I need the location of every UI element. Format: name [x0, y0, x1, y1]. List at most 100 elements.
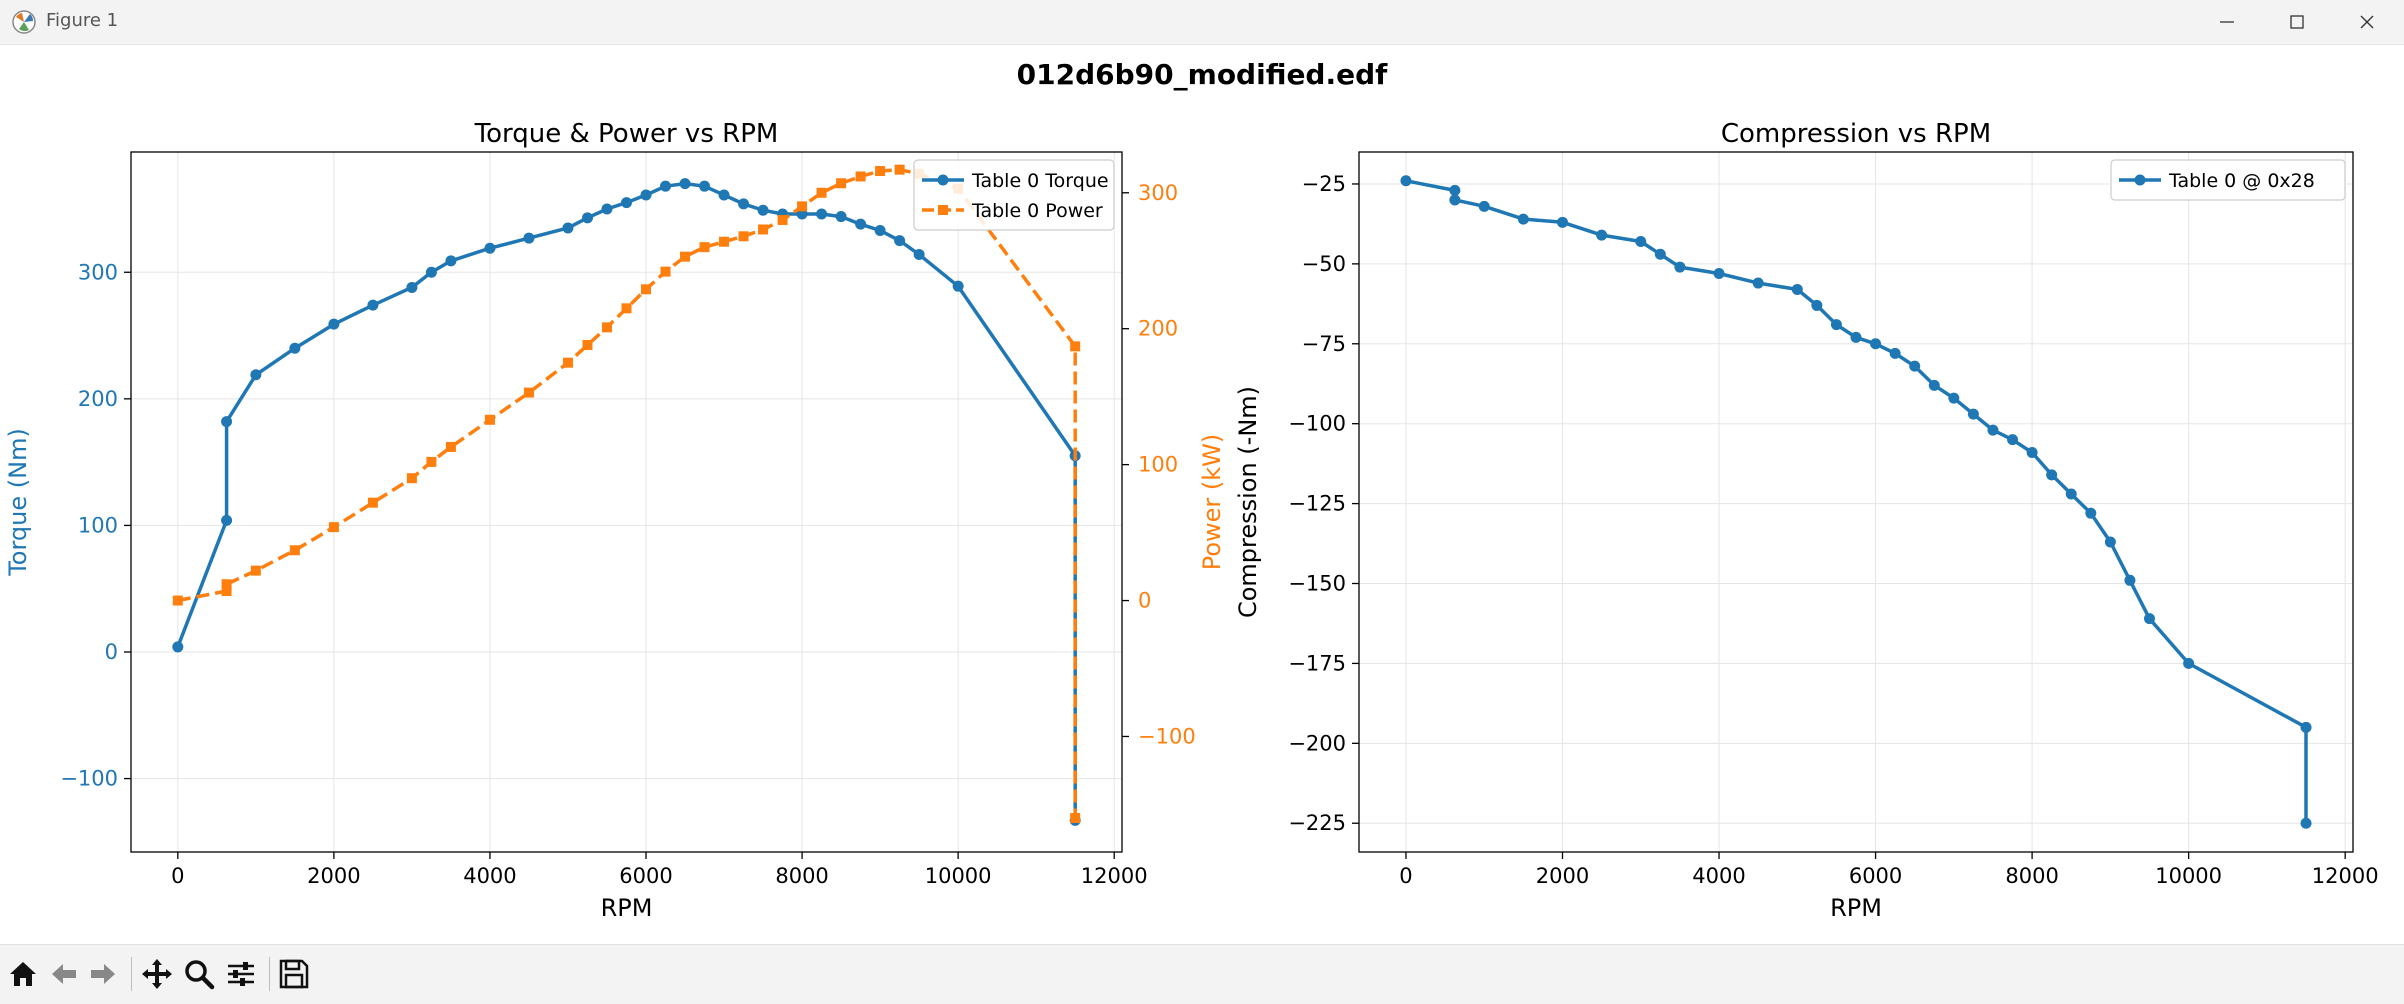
chart1-data-point-table-0-torque — [913, 249, 925, 261]
chart2-x-axis-label: RPM — [1830, 894, 1882, 922]
chart2-data-point-table-0-0x28 — [1400, 175, 1412, 187]
chart2-legend-box — [2110, 159, 2346, 201]
chart1-data-point-table-0-torque — [601, 203, 613, 215]
chart2-data-point-table-0-0x28 — [1870, 338, 1882, 350]
chart1-data-point-table-0-power — [894, 164, 905, 175]
chart1-y2-tick-label: 200 — [1138, 317, 1178, 341]
chart2-series-line-table-0-0x28 — [1405, 179, 2308, 824]
chart2-y-tick-label: −200 — [1288, 731, 1346, 755]
chart2-x-tick-label: 4000 — [1692, 864, 1745, 888]
chart2-x-tick-label: 2000 — [1536, 864, 1589, 888]
chart1-data-point-table-0-torque — [406, 281, 418, 293]
chart1-data-point-table-0-torque — [289, 342, 301, 354]
chart2-data-point-table-0-0x28 — [1928, 379, 1940, 391]
chart1-data-point-table-0-torque — [874, 224, 886, 236]
chart1-x-tick-label: 8000 — [775, 864, 828, 888]
chart2-x-tick-label: 6000 — [1849, 864, 1902, 888]
chart1-data-point-table-0-power — [836, 178, 847, 189]
forward-button[interactable] — [84, 955, 122, 993]
chart1-data-point-table-0-power — [328, 522, 339, 533]
chart1-data-point-table-0-power — [641, 284, 652, 295]
chart1-data-point-table-0-torque — [952, 280, 964, 292]
chart1-data-point-table-0-torque — [738, 198, 750, 210]
chart2-x-tick-label: 0 — [1399, 864, 1412, 888]
chart1-data-point-table-0-torque — [484, 242, 496, 254]
chart1-y-tick-label: 100 — [78, 513, 118, 537]
chart1-data-point-table-0-power — [172, 595, 183, 606]
chart1-legend-marker — [938, 205, 948, 215]
pan-button[interactable] — [138, 955, 176, 993]
chart1-x-axis-label: RPM — [601, 894, 653, 922]
chart2-y-tick-label: −50 — [1302, 252, 1346, 276]
chart1-y2-tick-label: 0 — [1138, 589, 1151, 613]
chart1-plot-frame — [130, 151, 1123, 853]
chart1-data-point-table-0-power — [445, 441, 456, 452]
chart2-data-point-table-0-0x28 — [1850, 331, 1862, 343]
chart1-data-point-table-0-power — [562, 357, 573, 368]
chart1-data-point-table-0-power — [816, 187, 827, 198]
chart1-data-point-table-0-power — [797, 201, 808, 212]
chart1-x-tick-label: 10000 — [925, 864, 992, 888]
figure-suptitle: 012d6b90_modified.edf — [1017, 58, 1388, 91]
configure-subplots-button[interactable] — [222, 955, 260, 993]
chart1-data-point-table-0-power — [1070, 341, 1081, 352]
chart2-title: Compression vs RPM — [1721, 119, 1991, 149]
chart2-y-tick-label: −100 — [1288, 412, 1346, 436]
close-button[interactable] — [2332, 0, 2402, 44]
back-button[interactable] — [45, 955, 83, 993]
chart1-legend-marker — [937, 174, 949, 186]
chart1-data-point-table-0-power — [719, 236, 730, 247]
chart1-data-point-table-0-power — [406, 473, 417, 484]
chart2-legend-label: Table 0 @ 0x28 — [2168, 170, 2315, 192]
chart2-y-tick-label: −125 — [1288, 492, 1346, 516]
configure-icon — [228, 962, 254, 986]
chart1-y-axis-label: Torque (Nm) — [4, 428, 32, 577]
chart1-series-line-table-0-torque — [176, 181, 1077, 821]
chart1-y-tick-label: 0 — [105, 640, 118, 664]
chart2-y-tick-label: −25 — [1302, 172, 1346, 196]
maximize-button[interactable] — [2262, 0, 2332, 44]
chart1-data-point-table-0-torque — [328, 318, 340, 330]
chart2-data-point-table-0-0x28 — [2300, 817, 2312, 829]
chart2-data-point-table-0-0x28 — [2046, 469, 2058, 481]
chart2-y-tick-label: −175 — [1288, 651, 1346, 675]
chart1-y2-tick-label: 300 — [1138, 181, 1178, 205]
save-icon — [279, 959, 309, 989]
minimize-button[interactable] — [2192, 0, 2262, 44]
chart1-data-point-table-0-power — [621, 303, 632, 314]
chart1-data-point-table-0-power — [426, 456, 437, 467]
chart1-data-point-table-0-power — [250, 565, 261, 576]
chart2-data-point-table-0-0x28 — [2124, 574, 2136, 586]
home-button[interactable] — [4, 955, 42, 993]
chart1-data-point-table-0-power — [680, 251, 691, 262]
chart2-x-tick-label: 12000 — [2312, 864, 2379, 888]
save-button[interactable] — [275, 955, 313, 993]
chart1-data-point-table-0-power — [758, 224, 769, 235]
chart1-x-tick-label: 6000 — [619, 864, 672, 888]
back-icon — [52, 964, 76, 984]
chart1-data-point-table-0-power — [221, 579, 232, 590]
chart1-data-point-table-0-power — [875, 166, 886, 177]
chart2-data-point-table-0-0x28 — [2007, 434, 2019, 446]
chart2-plot-frame — [1358, 151, 2354, 853]
chart1-legend-label: Table 0 Power — [971, 200, 1103, 222]
chart2-data-point-table-0-0x28 — [1713, 267, 1725, 279]
compression-chart: 0 2000 4000 6000 8000 10000 12000 −225 −200 −175 −… — [1234, 119, 2379, 922]
chart2-data-point-table-0-0x28 — [1889, 347, 1901, 359]
forward-icon — [91, 964, 115, 984]
chart2-data-point-table-0-0x28 — [1830, 319, 1842, 331]
minimize-icon — [2220, 21, 2234, 23]
chart1-data-point-table-0-torque — [718, 189, 730, 201]
torque-power-chart: 0 2000 4000 6000 8000 10000 12000−100010020030… — [4, 119, 1226, 922]
chart1-data-point-table-0-power — [738, 231, 749, 242]
chart1-data-point-table-0-torque — [894, 235, 906, 247]
chart1-data-point-table-0-power — [777, 214, 788, 225]
zoom-button[interactable] — [180, 955, 218, 993]
chart2-x-tick-label: 10000 — [2155, 864, 2222, 888]
chart1-data-point-table-0-torque — [621, 197, 632, 209]
chart2-data-point-table-0-0x28 — [1478, 200, 1490, 212]
chart2-legend-marker — [2134, 174, 2146, 186]
chart1-data-point-table-0-torque — [640, 189, 652, 201]
chart1-y2-tick-label: 100 — [1138, 453, 1178, 477]
chart1-data-point-table-0-torque — [562, 222, 574, 234]
